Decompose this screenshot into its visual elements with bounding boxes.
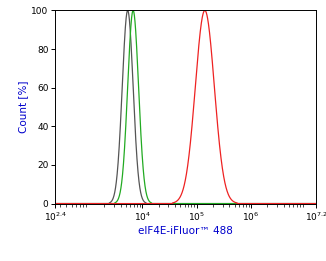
X-axis label: eIF4E-iFluor™ 488: eIF4E-iFluor™ 488 [138, 226, 233, 236]
Y-axis label: Count [%]: Count [%] [19, 81, 28, 133]
